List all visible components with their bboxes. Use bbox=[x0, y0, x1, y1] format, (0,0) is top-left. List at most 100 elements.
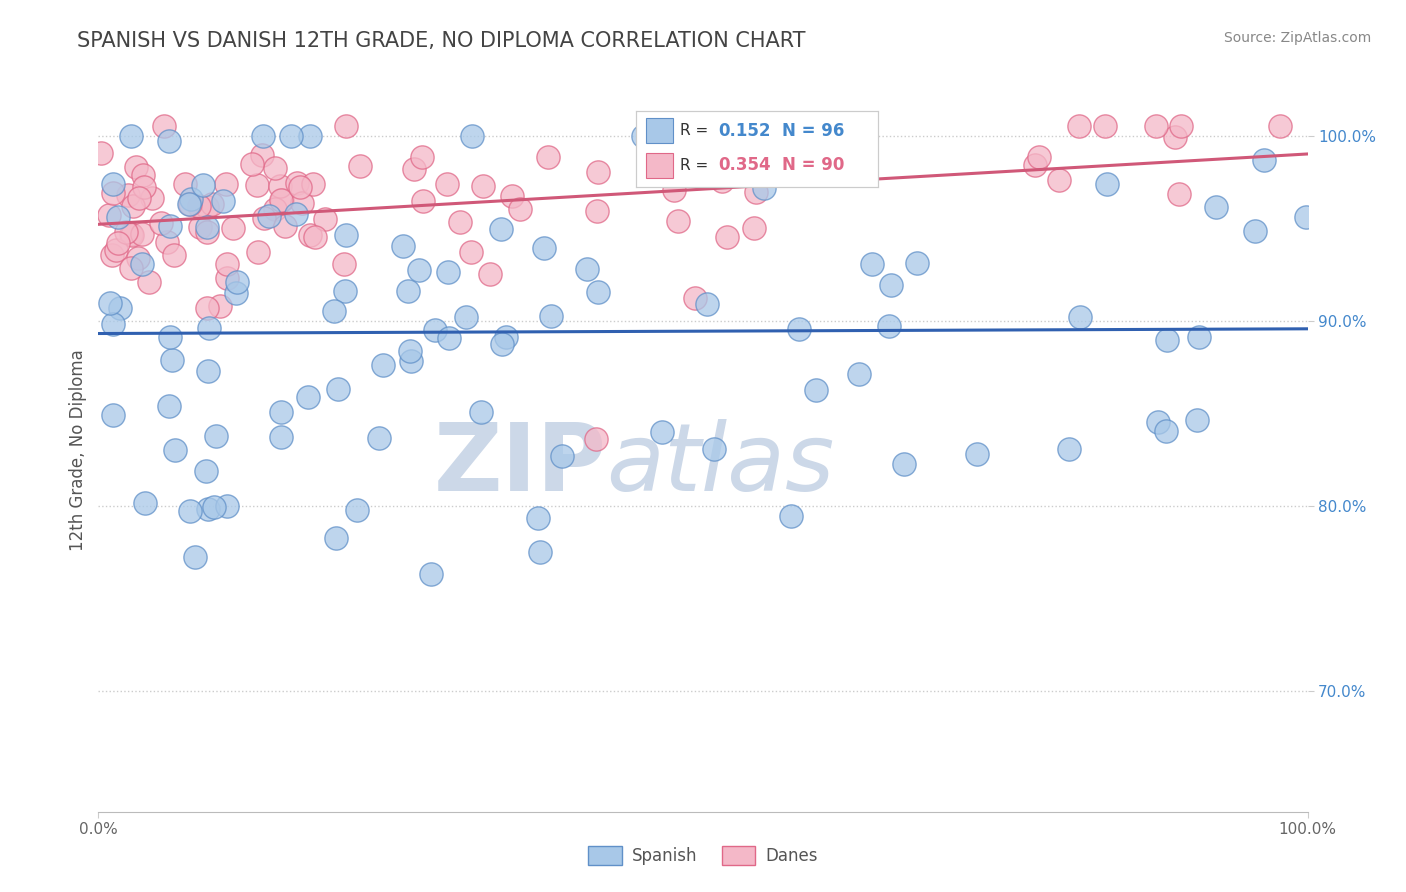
Point bbox=[586, 165, 609, 179]
Point bbox=[198, 320, 221, 334]
Point bbox=[117, 188, 139, 202]
Point bbox=[1147, 415, 1170, 429]
Point bbox=[225, 286, 247, 301]
Point bbox=[501, 188, 523, 202]
Point bbox=[250, 147, 273, 161]
Point bbox=[280, 128, 302, 143]
Point bbox=[107, 210, 129, 224]
Point bbox=[125, 160, 148, 174]
Point bbox=[208, 299, 231, 313]
Point bbox=[179, 197, 201, 211]
Point bbox=[408, 263, 430, 277]
Point bbox=[472, 179, 495, 194]
Point bbox=[115, 225, 138, 239]
Point bbox=[194, 464, 217, 478]
Point bbox=[153, 120, 176, 134]
Point bbox=[335, 227, 357, 242]
Point bbox=[205, 429, 228, 443]
Point bbox=[270, 405, 292, 419]
Point bbox=[703, 442, 725, 457]
Point bbox=[461, 128, 484, 143]
Text: ZIP: ZIP bbox=[433, 419, 606, 511]
Point bbox=[285, 176, 308, 190]
Point bbox=[529, 545, 551, 559]
Point bbox=[495, 330, 517, 344]
Point bbox=[215, 270, 238, 285]
Point bbox=[1069, 120, 1091, 134]
Point bbox=[335, 120, 357, 134]
Point bbox=[197, 364, 219, 378]
Point bbox=[1188, 330, 1211, 344]
Point bbox=[880, 277, 903, 292]
Point bbox=[491, 337, 513, 351]
Point bbox=[101, 318, 124, 332]
Point bbox=[806, 383, 828, 397]
Point bbox=[263, 161, 285, 175]
Point bbox=[586, 204, 609, 219]
Point bbox=[662, 183, 685, 197]
Point bbox=[346, 503, 368, 517]
Point bbox=[97, 208, 120, 222]
Point bbox=[586, 285, 609, 299]
Point bbox=[121, 227, 143, 242]
Point bbox=[188, 219, 211, 234]
Point bbox=[711, 173, 734, 187]
Point bbox=[1028, 150, 1050, 164]
Point bbox=[537, 150, 560, 164]
Point bbox=[668, 214, 690, 228]
Point bbox=[742, 221, 765, 235]
Point bbox=[105, 243, 128, 257]
Point bbox=[273, 219, 295, 234]
Y-axis label: 12th Grade, No Diploma: 12th Grade, No Diploma bbox=[69, 350, 87, 551]
Point bbox=[150, 216, 173, 230]
Point bbox=[1069, 310, 1091, 325]
Point bbox=[399, 353, 422, 368]
Point bbox=[907, 256, 929, 270]
Point bbox=[323, 304, 346, 318]
Point bbox=[257, 210, 280, 224]
Point bbox=[120, 227, 142, 241]
Point bbox=[326, 382, 349, 396]
Point bbox=[460, 244, 482, 259]
Point bbox=[163, 442, 186, 457]
Point bbox=[240, 157, 263, 171]
Point bbox=[253, 211, 276, 225]
Point bbox=[349, 159, 371, 173]
Point bbox=[195, 225, 218, 239]
Point bbox=[269, 178, 291, 193]
Point bbox=[470, 405, 492, 419]
Point bbox=[1154, 425, 1177, 439]
Point bbox=[297, 391, 319, 405]
Point bbox=[159, 330, 181, 344]
Point bbox=[420, 566, 443, 581]
Point bbox=[183, 550, 205, 565]
Point bbox=[215, 257, 238, 271]
Point bbox=[122, 199, 145, 213]
Point bbox=[157, 134, 180, 148]
Point bbox=[214, 177, 236, 191]
Point bbox=[252, 128, 274, 143]
Point bbox=[301, 177, 323, 191]
Point bbox=[696, 296, 718, 310]
Point bbox=[1057, 442, 1080, 457]
Point bbox=[437, 331, 460, 345]
Point bbox=[893, 457, 915, 471]
Point bbox=[291, 195, 314, 210]
Point bbox=[197, 200, 219, 214]
Point bbox=[1156, 333, 1178, 347]
Point bbox=[411, 150, 433, 164]
Point bbox=[436, 177, 458, 191]
Point bbox=[107, 235, 129, 250]
Point bbox=[270, 430, 292, 444]
Point bbox=[683, 291, 706, 305]
Point bbox=[285, 207, 308, 221]
Point bbox=[333, 284, 356, 298]
Point bbox=[177, 196, 200, 211]
Point bbox=[479, 267, 502, 281]
Text: atlas: atlas bbox=[606, 419, 835, 510]
Point bbox=[1253, 153, 1275, 168]
Point bbox=[120, 260, 142, 275]
Point bbox=[449, 215, 471, 229]
Point bbox=[1047, 173, 1070, 187]
Point bbox=[576, 261, 599, 276]
